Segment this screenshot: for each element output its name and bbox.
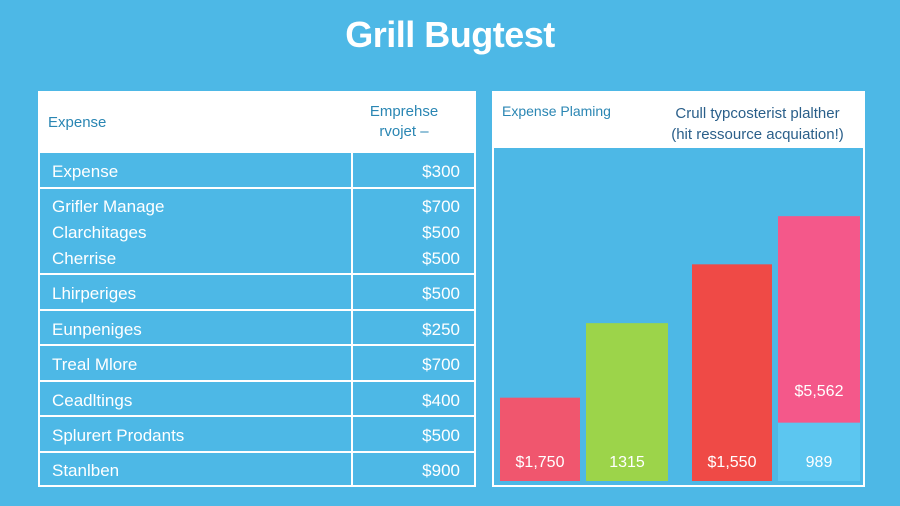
expense-table: Expense Emprehse rvojet – Expense $300 Gri… <box>38 91 476 487</box>
expense-value: $500 <box>422 426 460 445</box>
table-row-entry: Eunpeniges $250 <box>40 320 474 340</box>
chart-header-subtitle-line1: Crull typcosterist plalther <box>675 105 840 122</box>
expense-value: $700 <box>422 197 460 216</box>
bar-chart: $1,750 1315 $1,550 $5,562 989 <box>500 216 860 481</box>
chart-header: Expense Plaming Crull typcosterist plalt… <box>494 93 863 148</box>
table-row: Treal Mlore $700 <box>40 344 474 380</box>
expense-label: Clarchitages <box>52 223 147 242</box>
bar-value-label: 1315 <box>609 454 645 471</box>
column-divider <box>351 151 353 485</box>
table-row-entry: Grifler Manage $700 <box>40 197 474 217</box>
expense-value: $700 <box>422 355 460 374</box>
table-header-amount-line2: rvojet – <box>379 123 429 140</box>
table-row-entry: Cherrise $500 <box>40 249 474 269</box>
table-row-entry: Treal Mlore $700 <box>40 355 474 375</box>
table-row-entry: Splurert Prodants $500 <box>40 426 474 446</box>
chart-panel: Expense Plaming Crull typcosterist plalt… <box>492 91 865 487</box>
table-row-entry: Lhirperiges $500 <box>40 284 474 304</box>
expense-label: Lhirperiges <box>52 284 137 303</box>
chart-bar <box>692 264 772 481</box>
table-row-entry: Ceadltings $400 <box>40 391 474 411</box>
bar-value-label: $5,562 <box>795 383 844 400</box>
expense-value: $400 <box>422 390 460 410</box>
chart-header-subtitle: Crull typcosterist plalther (hit ressour… <box>652 103 863 145</box>
expense-label: Eunpeniges <box>52 319 142 339</box>
expense-label: Grifler Manage <box>52 197 165 216</box>
expense-value: $300 <box>422 162 460 181</box>
chart-header-title: Expense Plaming <box>502 103 611 119</box>
expense-label: Splurert Prodants <box>52 426 185 445</box>
expense-label: Ceadltings <box>52 390 133 410</box>
chart-bar <box>778 422 860 481</box>
table-row: Splurert Prodants $500 <box>40 415 474 451</box>
table-row-entry: Clarchitages $500 <box>40 223 474 243</box>
table-row: Eunpeniges $250 <box>40 309 474 344</box>
table-header-expense: Expense <box>48 113 107 131</box>
bar-value-label: $1,750 <box>516 454 565 471</box>
table-row: Lhirperiges $500 <box>40 273 474 309</box>
table-row: Expense $300 <box>40 151 474 187</box>
table-row: Grifler Manage $700 Clarchitages $500 Cherri… <box>40 187 474 273</box>
expense-label: Expense <box>52 162 119 181</box>
table-row: Stanlben $900 <box>40 451 474 485</box>
table-header: Expense Emprehse rvojet – <box>40 93 474 151</box>
table-header-amount: Emprehse rvojet – <box>350 102 474 142</box>
expense-label: Stanlben <box>52 461 120 480</box>
table-header-amount-line1: Emprehse <box>369 103 439 120</box>
chart-bar <box>500 397 580 481</box>
table-body: Expense $300 Grifler Manage $700 Clarchitage… <box>40 151 474 485</box>
expense-value: $250 <box>422 319 460 339</box>
table-row-entry: Stanlben $900 <box>40 461 474 481</box>
table-row-entry: Expense $300 <box>40 162 474 182</box>
table-row: Ceadltings $400 <box>40 380 474 415</box>
expense-label: Treal Mlore <box>52 355 138 374</box>
page-title: Grill Bugtest <box>345 14 555 55</box>
expense-value: $500 <box>422 284 460 303</box>
chart-header-subtitle-line2: (hit ressource acquiation!) <box>671 126 844 143</box>
bar-value-label: 989 <box>806 454 833 471</box>
expense-label: Cherrise <box>52 249 117 268</box>
chart-bar <box>586 323 668 481</box>
expense-value: $900 <box>422 461 460 480</box>
expense-value: $500 <box>422 249 460 268</box>
bar-value-label: $1,550 <box>708 454 757 471</box>
expense-value: $500 <box>422 223 460 242</box>
